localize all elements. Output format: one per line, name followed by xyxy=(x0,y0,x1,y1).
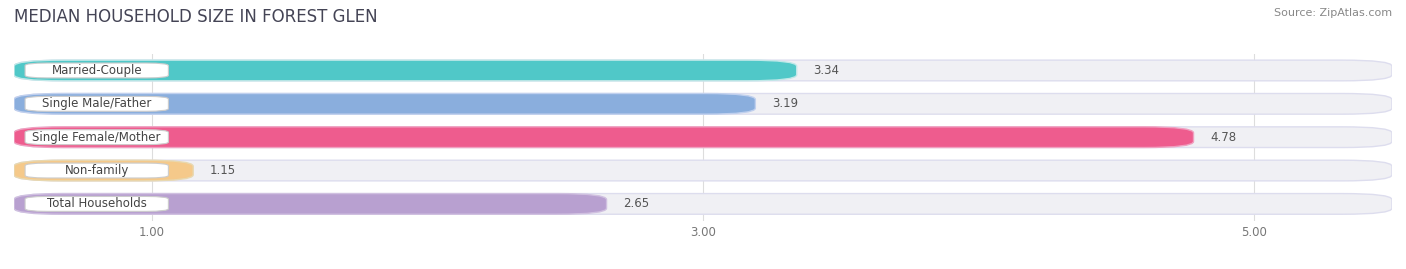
FancyBboxPatch shape xyxy=(14,60,1392,81)
Text: Married-Couple: Married-Couple xyxy=(52,64,142,77)
Text: Single Male/Father: Single Male/Father xyxy=(42,97,152,110)
Text: 3.34: 3.34 xyxy=(813,64,839,77)
FancyBboxPatch shape xyxy=(14,160,1392,181)
FancyBboxPatch shape xyxy=(14,194,1392,214)
Text: Source: ZipAtlas.com: Source: ZipAtlas.com xyxy=(1274,8,1392,18)
FancyBboxPatch shape xyxy=(14,127,1392,147)
FancyBboxPatch shape xyxy=(14,194,606,214)
FancyBboxPatch shape xyxy=(14,160,193,181)
FancyBboxPatch shape xyxy=(25,196,169,211)
FancyBboxPatch shape xyxy=(14,127,1194,147)
Text: 1.15: 1.15 xyxy=(209,164,236,177)
Text: 3.19: 3.19 xyxy=(772,97,799,110)
FancyBboxPatch shape xyxy=(25,163,169,178)
FancyBboxPatch shape xyxy=(14,94,755,114)
Text: MEDIAN HOUSEHOLD SIZE IN FOREST GLEN: MEDIAN HOUSEHOLD SIZE IN FOREST GLEN xyxy=(14,8,378,26)
FancyBboxPatch shape xyxy=(25,63,169,78)
FancyBboxPatch shape xyxy=(14,94,1392,114)
FancyBboxPatch shape xyxy=(25,96,169,111)
Text: 4.78: 4.78 xyxy=(1211,131,1236,144)
Text: Single Female/Mother: Single Female/Mother xyxy=(32,131,160,144)
Text: 2.65: 2.65 xyxy=(623,197,650,210)
Text: Total Households: Total Households xyxy=(46,197,146,210)
FancyBboxPatch shape xyxy=(25,130,169,145)
FancyBboxPatch shape xyxy=(14,60,797,81)
Text: Non-family: Non-family xyxy=(65,164,129,177)
